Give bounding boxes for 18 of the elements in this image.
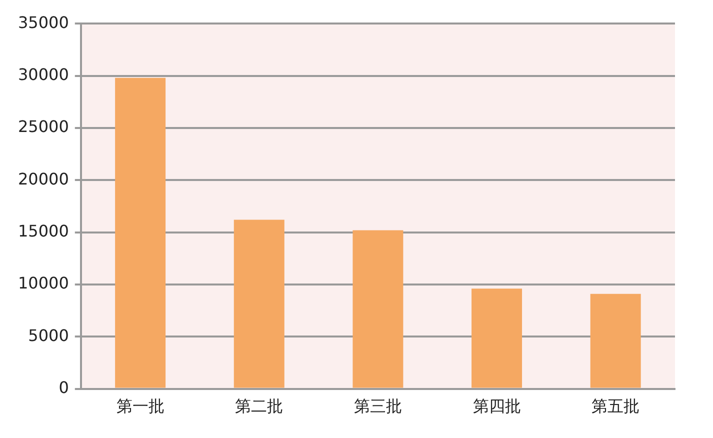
y-tick-label: 0 <box>58 378 69 397</box>
y-tick-label: 35000 <box>18 12 69 32</box>
x-tick-label: 第五批 <box>592 396 640 416</box>
x-tick-label: 第一批 <box>116 396 164 416</box>
y-tick-label: 10000 <box>18 274 69 293</box>
bar <box>590 294 641 388</box>
x-tick-label: 第四批 <box>472 396 521 416</box>
bar <box>234 220 284 388</box>
y-tick-label: 5000 <box>28 326 69 345</box>
y-tick-label: 15000 <box>18 221 69 240</box>
bar <box>115 78 166 388</box>
bar <box>472 288 522 388</box>
y-tick-label: 20000 <box>18 169 69 188</box>
x-tick-label: 第二批 <box>235 396 284 416</box>
bar <box>352 230 404 388</box>
y-tick-label: 25000 <box>18 117 69 136</box>
y-tick-label: 30000 <box>18 64 69 84</box>
x-tick-label: 第三批 <box>354 396 402 416</box>
